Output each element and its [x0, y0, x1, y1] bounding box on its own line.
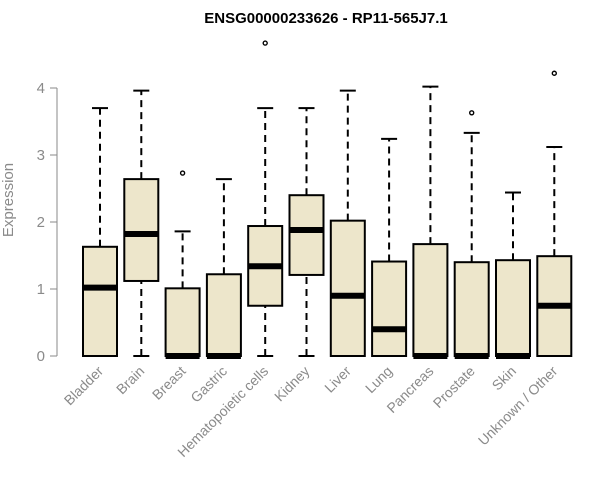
x-tick-label: Breast	[149, 363, 189, 403]
y-tick-label: 3	[37, 147, 45, 164]
y-tick-label: 1	[37, 281, 45, 298]
box-group	[82, 107, 118, 357]
x-tick-label: Liver	[321, 363, 354, 396]
y-axis: 0 1 2 3 4	[37, 80, 58, 365]
box	[205, 273, 242, 358]
box	[495, 259, 531, 357]
x-tick-label: Kidney	[271, 363, 313, 405]
x-tick-label: Lung	[362, 363, 395, 396]
box-group	[288, 107, 325, 357]
y-axis-title: Expression	[0, 163, 17, 237]
outlier-point	[179, 170, 186, 176]
outlier-point	[469, 110, 475, 116]
box	[288, 194, 325, 276]
box	[329, 219, 366, 357]
box	[412, 243, 449, 357]
outlier-point	[262, 40, 268, 46]
y-tick-label: 4	[37, 80, 45, 97]
box	[371, 260, 408, 357]
y-tick-label: 0	[37, 348, 45, 365]
box-group	[412, 85, 449, 359]
box-group	[453, 110, 490, 359]
box-group	[205, 178, 242, 359]
box-group	[371, 137, 408, 357]
box-group	[495, 191, 531, 359]
box-group	[164, 170, 201, 359]
box-group	[536, 70, 573, 358]
box-group	[123, 89, 160, 357]
x-tick-label: Skin	[489, 363, 520, 394]
x-tick-label: Prostate	[430, 363, 478, 411]
outlier-point	[551, 70, 557, 76]
x-tick-label: Bladder	[61, 363, 107, 409]
box-group	[247, 40, 284, 357]
box	[123, 178, 160, 282]
box-group	[329, 89, 366, 357]
box	[82, 245, 118, 357]
boxes-layer	[82, 40, 573, 359]
box	[453, 261, 490, 358]
box	[164, 287, 201, 357]
x-tick-label: Brain	[113, 363, 147, 397]
chart-title: ENSG00000233626 - RP11-565J7.1	[204, 10, 448, 27]
y-tick-label: 2	[37, 214, 45, 231]
